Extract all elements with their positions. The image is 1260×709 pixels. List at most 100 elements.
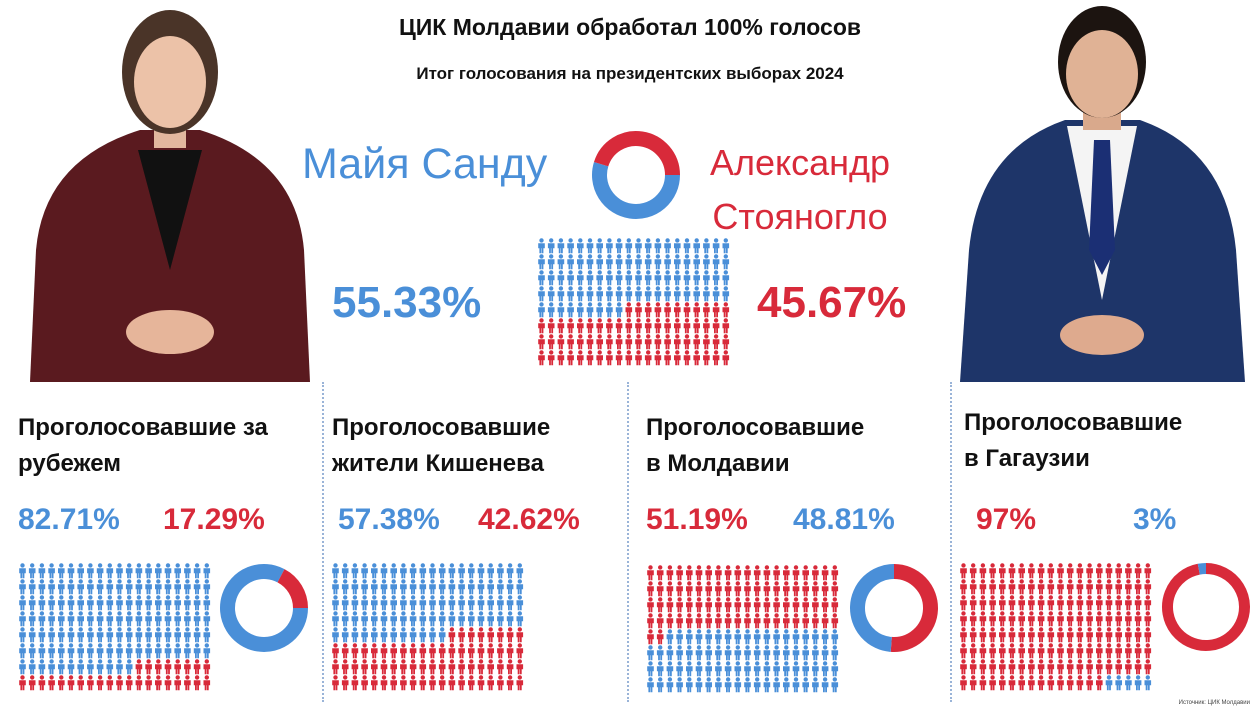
person-icon — [371, 611, 378, 627]
person-icon — [135, 643, 143, 659]
person-icon — [1037, 595, 1045, 611]
person-icon — [969, 643, 977, 659]
person-icon — [644, 286, 652, 302]
person-icon — [979, 579, 987, 595]
person-icon — [87, 659, 94, 675]
person-icon — [693, 334, 700, 350]
person-icon — [1018, 659, 1025, 675]
person-icon — [371, 675, 378, 691]
person-icon — [693, 254, 700, 270]
person-icon — [547, 238, 555, 254]
person-icon — [695, 581, 703, 597]
person-icon — [999, 675, 1006, 691]
person-icon — [1066, 643, 1074, 659]
person-icon — [164, 563, 172, 579]
person-icon — [792, 581, 800, 597]
person-icon — [48, 643, 55, 659]
person-icon — [635, 318, 642, 334]
person-icon — [1086, 643, 1093, 659]
person-icon — [400, 659, 407, 675]
person-icon — [792, 613, 800, 629]
person-icon — [635, 238, 642, 254]
person-icon — [468, 579, 475, 595]
person-icon — [96, 643, 104, 659]
person-icon — [57, 611, 65, 627]
person-icon — [1125, 579, 1132, 595]
person-icon — [1134, 595, 1142, 611]
person-icon — [969, 659, 977, 675]
person-icon — [635, 270, 642, 286]
person-icon — [1037, 659, 1045, 675]
person-icon — [87, 627, 94, 643]
person-icon — [1134, 563, 1142, 579]
person-icon — [1105, 643, 1113, 659]
person-icon — [547, 302, 555, 318]
person-icon — [400, 611, 407, 627]
section-abroad-people-grid — [19, 563, 211, 691]
person-icon — [19, 643, 26, 659]
person-icon — [656, 677, 664, 693]
person-icon — [516, 611, 524, 627]
person-icon — [341, 675, 349, 691]
person-icon — [615, 238, 623, 254]
person-icon — [960, 643, 967, 659]
person-icon — [497, 579, 504, 595]
person-icon — [557, 270, 565, 286]
person-icon — [647, 565, 654, 581]
person-icon — [693, 238, 700, 254]
person-icon — [135, 579, 143, 595]
person-icon — [361, 643, 368, 659]
person-icon — [1037, 675, 1045, 691]
person-icon — [722, 238, 730, 254]
person-icon — [695, 597, 703, 613]
person-icon — [371, 563, 378, 579]
person-icon — [497, 611, 504, 627]
person-icon — [821, 677, 829, 693]
person-icon — [332, 611, 339, 627]
person-icon — [712, 334, 720, 350]
person-icon — [695, 613, 703, 629]
person-icon — [1115, 611, 1122, 627]
section-moldova-title: Проголосовавшие в Молдавии — [646, 410, 864, 482]
person-icon — [1037, 627, 1045, 643]
person-icon — [351, 675, 359, 691]
person-icon — [448, 611, 456, 627]
person-icon — [135, 659, 143, 675]
person-icon — [38, 643, 46, 659]
person-icon — [57, 563, 65, 579]
person-icon — [538, 334, 545, 350]
person-icon — [448, 563, 456, 579]
person-icon — [802, 581, 809, 597]
person-icon — [135, 627, 143, 643]
person-icon — [773, 677, 780, 693]
person-icon — [722, 350, 730, 366]
person-icon — [155, 675, 162, 691]
person-icon — [615, 270, 623, 286]
person-icon — [960, 675, 967, 691]
person-icon — [203, 563, 211, 579]
person-icon — [705, 645, 712, 661]
person-icon — [606, 254, 613, 270]
person-icon — [87, 611, 94, 627]
person-icon — [547, 350, 555, 366]
person-icon — [783, 661, 790, 677]
person-icon — [783, 565, 790, 581]
person-icon — [1115, 659, 1122, 675]
person-icon — [193, 659, 201, 675]
person-icon — [438, 643, 446, 659]
person-icon — [174, 675, 181, 691]
person-icon — [1008, 643, 1016, 659]
person-icon — [753, 613, 761, 629]
person-icon — [1115, 643, 1122, 659]
person-icon — [960, 563, 967, 579]
section-title-line: рубежем — [18, 450, 122, 477]
person-icon — [87, 675, 94, 691]
person-icon — [106, 675, 114, 691]
person-icon — [686, 645, 693, 661]
person-icon — [506, 643, 514, 659]
person-icon — [999, 579, 1006, 595]
person-icon — [468, 675, 475, 691]
person-icon — [419, 595, 427, 611]
person-icon — [48, 611, 55, 627]
person-icon — [999, 595, 1006, 611]
